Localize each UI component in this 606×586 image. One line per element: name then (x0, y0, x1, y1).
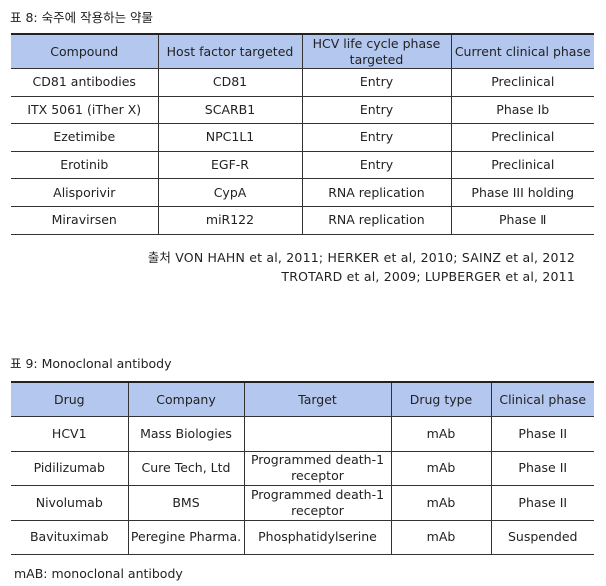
table9-caption: 표 9: Monoclonal antibody (10, 356, 172, 371)
table-cell: mAb (390, 485, 492, 521)
table-cell: SCARB1 (157, 96, 303, 125)
table-cell: NPC1L1 (157, 123, 303, 152)
column-header: HCV life cycle phase targeted (301, 33, 452, 69)
table-cell: Entry (301, 68, 452, 97)
table-cell: Bavituximab (11, 520, 129, 555)
column-header: Clinical phase (490, 381, 594, 417)
table-cell: Peregine Pharma. (127, 520, 245, 555)
table-cell: Phase II (490, 416, 594, 452)
table-cell: Preclinical (450, 68, 594, 97)
source-line: 출처 VON HAHN et al, 2011; HERKER et al, 2… (147, 250, 575, 265)
table-cell: Phosphatidylserine (243, 520, 392, 555)
table-row: Nivolumab BMS Programmed death-1 receptor m… (11, 485, 594, 521)
table-cell: Erotinib (11, 151, 159, 180)
table-cell: Phase III holding (450, 178, 594, 207)
table-cell: RNA replication (301, 178, 452, 207)
table8-caption: 표 8: 숙주에 작용하는 약물 (10, 10, 154, 25)
table-cell: Ezetimibe (11, 123, 159, 152)
table-cell: Phase Ib (450, 96, 594, 125)
table-row: Pidilizumab Cure Tech, Ltd Programmed deat… (11, 451, 594, 486)
column-header: Host factor targeted (157, 33, 303, 69)
table-row: Alisporivir CypA RNA replication Phase III … (11, 178, 594, 207)
table-cell: Entry (301, 123, 452, 152)
table-cell: EGF-R (157, 151, 303, 180)
table-cell: Programmed death-1 receptor (243, 485, 392, 521)
table-cell: Nivolumab (11, 485, 129, 521)
table-cell: ITX 5061 (iTher X) (11, 96, 159, 125)
table-row: Miravirsen miR122 RNA replication Phase Ⅱ (11, 206, 594, 235)
table-row: CD81 antibodies CD81 Entry Preclinical (11, 68, 594, 97)
column-header: Drug type (390, 381, 492, 417)
column-header: Company (127, 381, 245, 417)
table-cell: Phase Ⅱ (450, 206, 594, 235)
table-cell: Suspended (490, 520, 594, 555)
table-row: Erotinib EGF-R Entry Preclinical (11, 151, 594, 180)
table8: Compound Host factor targeted HCV life c… (11, 33, 594, 235)
table-cell: Entry (301, 96, 452, 125)
table-cell: Mass Biologies (127, 416, 245, 452)
table9: Drug Company Target Drug type Clinical p… (11, 381, 594, 555)
table-cell: RNA replication (301, 206, 452, 235)
table-cell: mAb (390, 451, 492, 486)
column-header: Current clinical phase (450, 33, 594, 69)
table-cell: mAb (390, 416, 492, 452)
table-cell: Entry (301, 151, 452, 180)
table-cell: Pidilizumab (11, 451, 129, 486)
table-header-row: Drug Company Target Drug type Clinical p… (11, 381, 594, 417)
table-cell: Phase II (490, 485, 594, 521)
table-cell: Alisporivir (11, 178, 159, 207)
table-cell: Cure Tech, Ltd (127, 451, 245, 486)
table-cell: Miravirsen (11, 206, 159, 235)
table-cell: mAb (390, 520, 492, 555)
table-row: ITX 5061 (iTher X) SCARB1 Entry Phase Ib (11, 96, 594, 125)
table-row: Ezetimibe NPC1L1 Entry Preclinical (11, 123, 594, 152)
table-header-row: Compound Host factor targeted HCV life c… (11, 33, 594, 69)
column-header: Target (243, 381, 392, 417)
table-cell (243, 416, 392, 452)
table-cell: HCV1 (11, 416, 129, 452)
table-cell: CD81 antibodies (11, 68, 159, 97)
column-header: Drug (11, 381, 129, 417)
table-row: Bavituximab Peregine Pharma. Phosphatidyls… (11, 520, 594, 555)
footnote: mAB: monoclonal antibody (14, 566, 183, 581)
table-cell: Preclinical (450, 123, 594, 152)
source-line: TROTARD et al, 2009; LUPBERGER et al, 20… (281, 269, 575, 284)
table-cell: Programmed death-1 receptor (243, 451, 392, 486)
table-cell: Preclinical (450, 151, 594, 180)
table-cell: CD81 (157, 68, 303, 97)
table-cell: miR122 (157, 206, 303, 235)
table-row: HCV1 Mass Biologies mAb Phase II (11, 416, 594, 452)
table-cell: CypA (157, 178, 303, 207)
table-cell: Phase II (490, 451, 594, 486)
column-header: Compound (11, 33, 159, 69)
table-cell: BMS (127, 485, 245, 521)
